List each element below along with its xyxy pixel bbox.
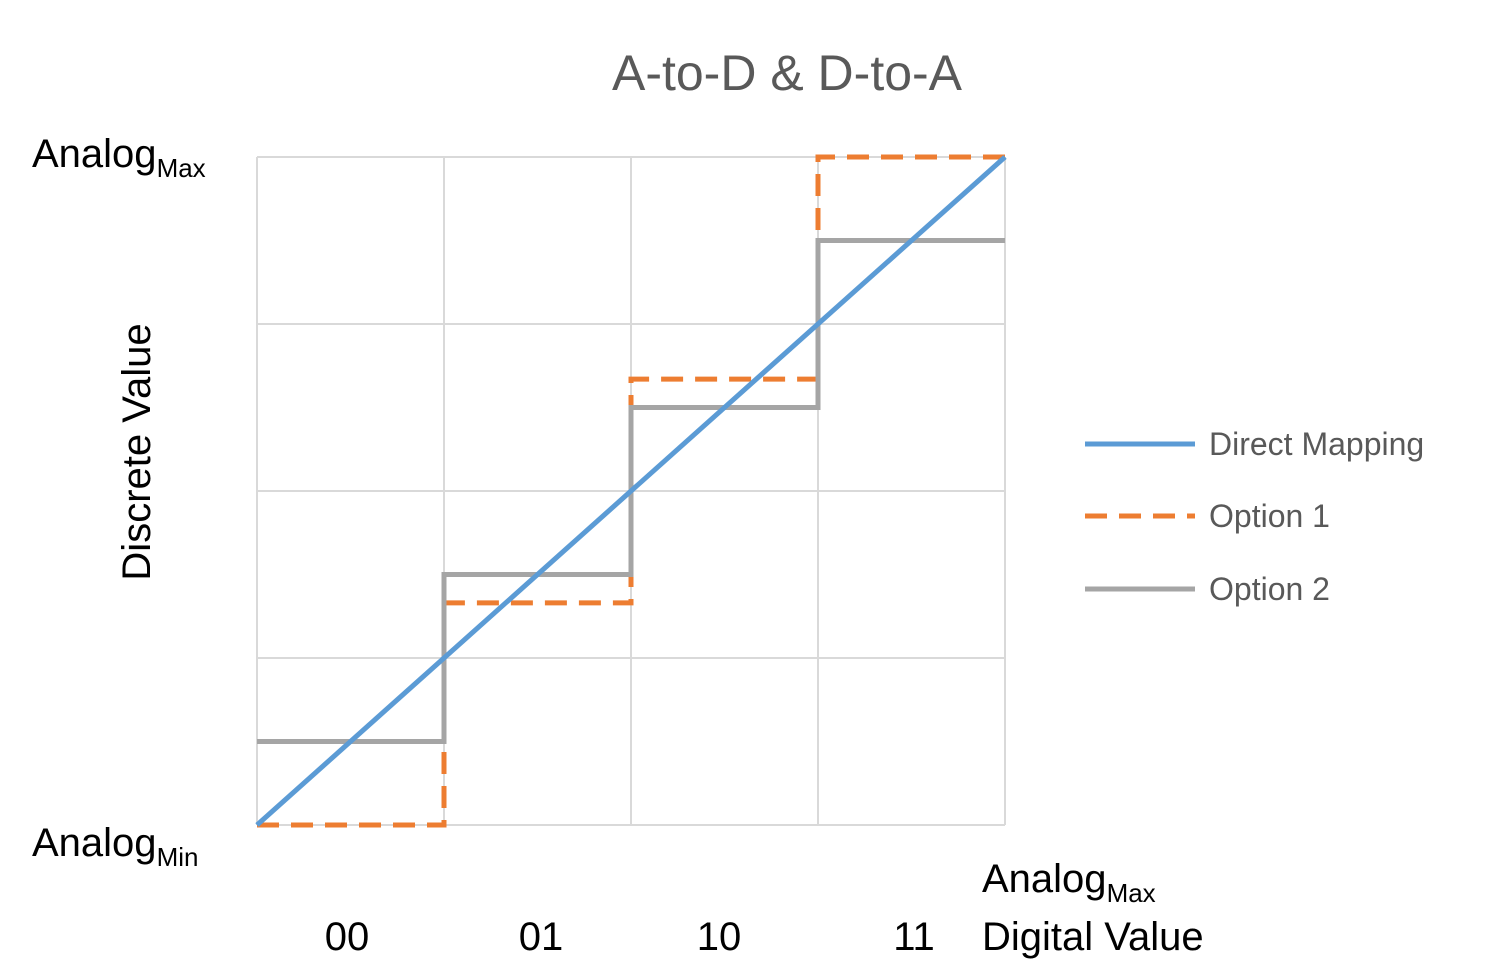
x-tick-label: 01 xyxy=(519,915,564,959)
y-axis-max-sub: Max xyxy=(157,153,206,183)
y-axis-max-label: AnalogMax xyxy=(32,132,206,183)
series-line-direct-mapping xyxy=(255,155,1007,827)
x-tick-label: 10 xyxy=(697,915,742,959)
y-axis-title: Discrete Value xyxy=(115,323,159,580)
plot-series xyxy=(255,154,1007,828)
y-axis-max-base: Analog xyxy=(32,132,157,176)
x-axis-max-label: AnalogMax xyxy=(982,857,1156,908)
legend-label: Direct Mapping xyxy=(1209,426,1424,462)
x-axis-max-sub: Max xyxy=(1107,878,1156,908)
series-line-option-1 xyxy=(257,154,1005,828)
chart-title: A-to-D & D-to-A xyxy=(612,45,963,101)
y-axis-min-sub: Min xyxy=(157,842,199,872)
x-tick-label: 00 xyxy=(325,915,370,959)
x-tick-label: 11 xyxy=(893,915,935,959)
x-axis-title: Digital Value xyxy=(982,915,1204,959)
legend: Direct Mapping Option 1 Option 2 xyxy=(1085,426,1424,607)
x-tick-labels: 00 01 10 11 xyxy=(325,915,935,959)
y-axis-min-label: AnalogMin xyxy=(32,821,198,872)
legend-label: Option 2 xyxy=(1209,571,1330,607)
x-axis-max-base: Analog xyxy=(982,857,1107,901)
legend-label: Option 1 xyxy=(1209,498,1330,534)
y-axis-min-base: Analog xyxy=(32,821,157,865)
